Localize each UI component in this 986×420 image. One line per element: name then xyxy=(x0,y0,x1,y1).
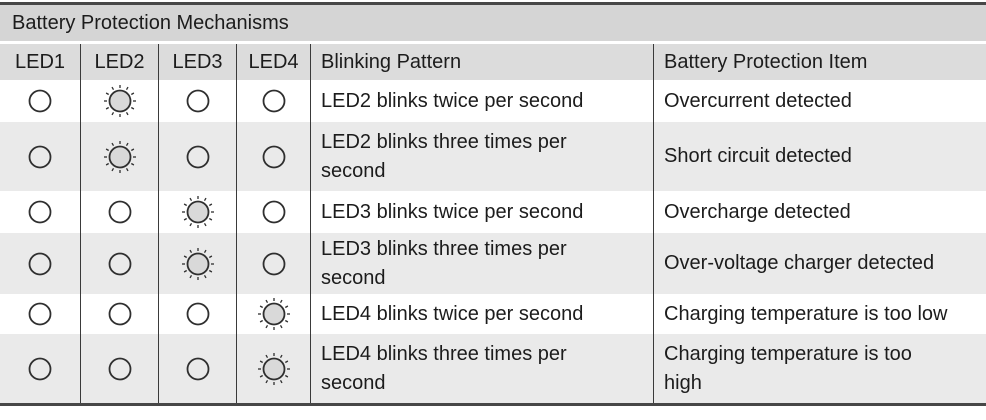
protection-item-text: Charging temperature is too low xyxy=(664,302,948,325)
led-blinking-icon xyxy=(103,140,136,173)
blinking-pattern-text: LED2 blinks three times per second xyxy=(321,130,567,182)
led-blinking-icon xyxy=(257,352,290,385)
led3-cell xyxy=(158,334,236,403)
led-off-icon xyxy=(186,145,209,168)
led-off-icon xyxy=(108,357,131,380)
led2-cell xyxy=(80,191,158,233)
led-off-icon xyxy=(108,302,131,326)
led-off-icon xyxy=(28,357,52,380)
led2-cell xyxy=(80,80,158,122)
led-off-icon xyxy=(28,302,52,326)
led-off-icon xyxy=(262,252,285,275)
led-blinking-icon xyxy=(181,247,214,280)
protection-item-text: Overcurrent detected xyxy=(664,89,852,112)
led1-cell xyxy=(0,191,80,233)
led4-cell xyxy=(236,122,310,191)
protection-item-text: Charging temperature is too high xyxy=(664,342,912,394)
top-rule xyxy=(0,2,986,5)
protection-item-cell: Charging temperature is too high xyxy=(653,334,986,403)
protection-item-text: Short circuit detected xyxy=(664,145,852,167)
blinking-pattern-text: LED4 blinks twice per second xyxy=(321,302,584,325)
protection-item-cell: Short circuit detected xyxy=(653,122,986,191)
column-header-protection-item: Battery Protection Item xyxy=(653,44,986,80)
blinking-pattern-cell: LED2 blinks three times per second xyxy=(310,122,653,191)
led-off-icon xyxy=(262,145,285,168)
column-header-led4: LED4 xyxy=(236,44,310,80)
led3-cell xyxy=(158,191,236,233)
led-blinking-icon xyxy=(181,196,214,228)
led-off-icon xyxy=(28,89,52,113)
led-off-icon xyxy=(186,302,209,326)
led2-cell xyxy=(80,294,158,334)
column-header-led3: LED3 xyxy=(158,44,236,80)
led-off-icon xyxy=(28,200,52,224)
protection-item-cell: Charging temperature is too low xyxy=(653,294,986,334)
led4-cell xyxy=(236,233,310,294)
led-off-icon xyxy=(186,89,209,113)
blinking-pattern-text: LED4 blinks three times per second xyxy=(321,342,567,394)
led4-cell xyxy=(236,294,310,334)
column-header-led2: LED2 xyxy=(80,44,158,80)
table-row: LED3 blinks twice per second Overcharge … xyxy=(0,191,986,233)
led1-cell xyxy=(0,233,80,294)
blinking-pattern-cell: LED4 blinks three times per second xyxy=(310,334,653,403)
blinking-pattern-text: LED2 blinks twice per second xyxy=(321,89,584,112)
column-header-blinking-pattern: Blinking Pattern xyxy=(310,44,653,80)
led4-cell xyxy=(236,191,310,233)
led1-cell xyxy=(0,294,80,334)
protection-item-text: Over-voltage charger detected xyxy=(664,252,935,274)
led-off-icon xyxy=(28,252,52,275)
blinking-pattern-text: LED3 blinks twice per second xyxy=(321,200,584,223)
led-blinking-icon xyxy=(103,85,136,117)
led3-cell xyxy=(158,233,236,294)
protection-item-cell: Overcurrent detected xyxy=(653,80,986,122)
led3-cell xyxy=(158,294,236,334)
column-header-led1: LED1 xyxy=(14,50,66,73)
led-off-icon xyxy=(108,252,131,275)
led2-cell xyxy=(80,233,158,294)
blinking-pattern-cell: LED3 blinks twice per second xyxy=(310,191,653,233)
bottom-rule xyxy=(0,403,986,406)
led3-cell xyxy=(158,80,236,122)
table-row: LED4 blinks twice per second Charging te… xyxy=(0,294,986,334)
table-title: Battery Protection Mechanisms xyxy=(12,11,289,34)
led1-cell xyxy=(0,80,80,122)
table-row: LED3 blinks three times per second Over-… xyxy=(0,233,986,294)
blinking-pattern-cell: LED3 blinks three times per second xyxy=(310,233,653,294)
led4-cell xyxy=(236,80,310,122)
table-row: LED2 blinks three times per second Short… xyxy=(0,122,986,191)
led1-cell xyxy=(0,334,80,403)
led2-cell xyxy=(80,122,158,191)
led3-cell xyxy=(158,122,236,191)
header-row: LED1 LED2 LED3 LED4 Blinking Pattern Bat… xyxy=(0,44,986,80)
led-off-icon xyxy=(108,200,131,224)
led1-cell xyxy=(0,122,80,191)
protection-item-cell: Overcharge detected xyxy=(653,191,986,233)
table-row: LED4 blinks three times per second Charg… xyxy=(0,334,986,403)
blinking-pattern-cell: LED2 blinks twice per second xyxy=(310,80,653,122)
led2-cell xyxy=(80,334,158,403)
protection-item-text: Overcharge detected xyxy=(664,200,851,223)
led-off-icon xyxy=(262,200,285,224)
blinking-pattern-text: LED3 blinks three times per second xyxy=(321,237,567,289)
led-off-icon xyxy=(28,145,52,168)
protection-item-cell: Over-voltage charger detected xyxy=(653,233,986,294)
led-off-icon xyxy=(186,357,209,380)
table-body: LED1 LED2 LED3 LED4 Blinking Pattern Bat… xyxy=(0,44,986,403)
led4-cell xyxy=(236,334,310,403)
led-off-icon xyxy=(262,89,285,113)
table-row: LED2 blinks twice per second Overcurrent… xyxy=(0,80,986,122)
led-blinking-icon xyxy=(257,298,290,330)
table-title-bar: Battery Protection Mechanisms xyxy=(0,5,986,41)
blinking-pattern-cell: LED4 blinks twice per second xyxy=(310,294,653,334)
